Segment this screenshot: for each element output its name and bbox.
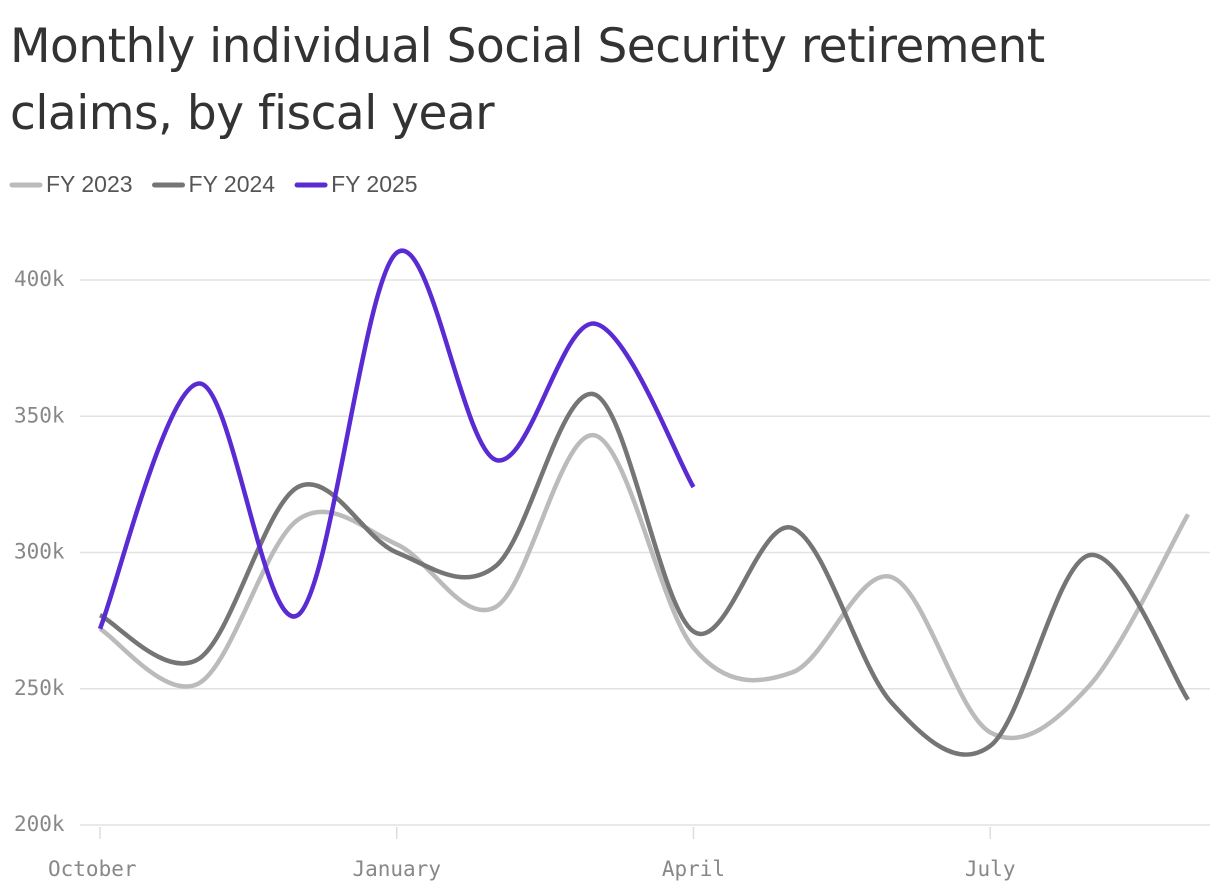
y-tick-label: 250k	[14, 676, 65, 700]
chart-title: Monthly individual Social Security retir…	[10, 19, 1045, 141]
legend-label: FY 2025	[331, 171, 418, 197]
y-tick-label: 200k	[14, 812, 65, 836]
x-tick-label: April	[662, 857, 725, 881]
legend-label: FY 2024	[189, 171, 276, 197]
x-tick-label: July	[965, 857, 1016, 881]
series-line	[97, 248, 696, 630]
y-tick-label: 350k	[14, 403, 65, 427]
x-tick-label: October	[48, 857, 137, 881]
y-tick-label: 400k	[14, 267, 65, 291]
x-tick-label: January	[352, 857, 441, 881]
series-line	[98, 433, 1190, 741]
y-tick-label: 300k	[14, 540, 65, 564]
title-line: Monthly individual Social Security retir…	[10, 19, 1045, 74]
title-line: claims, by fiscal year	[10, 86, 495, 141]
legend-label: FY 2023	[46, 171, 133, 197]
series-line	[98, 392, 1190, 757]
